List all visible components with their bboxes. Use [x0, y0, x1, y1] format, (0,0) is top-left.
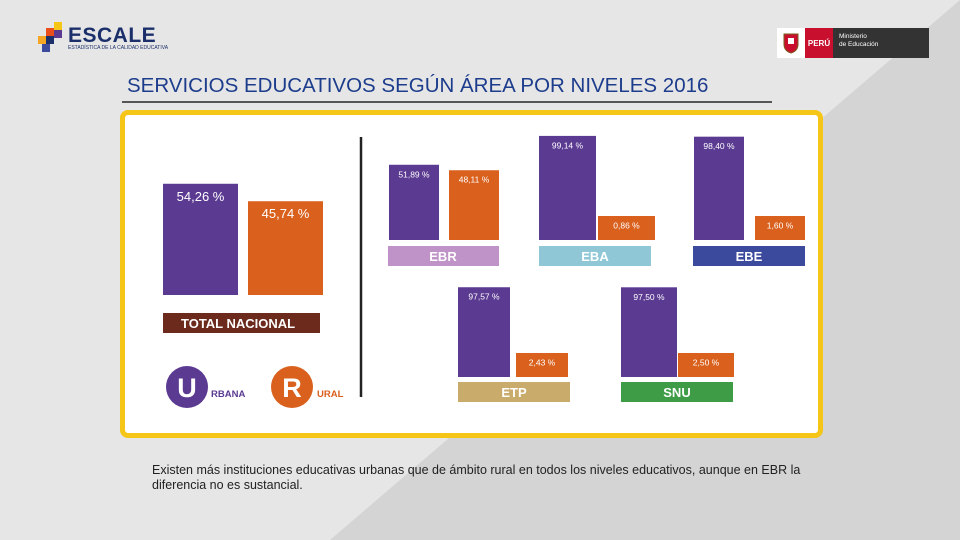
eba-bar-urbana — [539, 135, 596, 240]
total-nacional-bar-urbana — [163, 183, 238, 295]
eba-caption-label: EBA — [581, 249, 609, 264]
total-nacional-value-label-urbana: 54,26 % — [177, 189, 225, 204]
gov-country: PERÚ — [805, 28, 833, 58]
snu-caption-bar — [621, 382, 733, 402]
legend-urban-letter: U — [177, 373, 197, 403]
title-divider — [122, 101, 772, 103]
ebr-bar-rural — [449, 170, 499, 240]
etp-bar-rural — [516, 353, 568, 377]
total-nacional-bar-rural — [248, 201, 323, 295]
total-nacional-caption-label: TOTAL NACIONAL — [181, 316, 295, 331]
ebe-caption-bar — [693, 246, 805, 266]
ebr-value-label-urbana: 51,89 % — [398, 169, 430, 179]
ebe-bar-urbana — [694, 136, 744, 240]
gov-ministry: Ministerio de Educación — [833, 28, 929, 58]
legend-urban-marker — [166, 366, 208, 408]
snu-caption-label: SNU — [663, 385, 690, 400]
coat-of-arms-icon — [777, 28, 805, 58]
ministry-logo: PERÚ Ministerio de Educación — [777, 28, 929, 58]
logo-text: ESCALE — [68, 24, 157, 47]
eba-caption-bar — [539, 246, 651, 266]
legend-rural-marker — [271, 366, 313, 408]
gov-ministry-line2: de Educación — [839, 41, 879, 48]
etp-caption-label: ETP — [501, 385, 527, 400]
legend-rural-letter: R — [282, 373, 302, 403]
ebe-bar-rural — [755, 216, 805, 240]
gov-ministry-line1: Ministerio — [839, 33, 867, 40]
ebr-caption-bar — [388, 246, 499, 266]
total-nacional-value-label-rural: 45,74 % — [262, 206, 310, 221]
snu-bar-urbana — [621, 287, 677, 377]
etp-bar-urbana — [458, 287, 510, 377]
snu-value-label-urbana: 97,50 % — [633, 292, 665, 302]
ebe-caption-label: EBE — [736, 249, 763, 264]
etp-value-label-rural: 2,43 % — [529, 358, 556, 368]
snu-bar-rural — [678, 353, 734, 377]
page-title: SERVICIOS EDUCATIVOS SEGÚN ÁREA POR NIVE… — [127, 74, 709, 97]
eba-bar-rural — [598, 216, 655, 240]
ebr-caption-label: EBR — [429, 249, 457, 264]
snu-value-label-rural: 2,50 % — [693, 358, 720, 368]
escale-logo-icon — [38, 22, 62, 52]
caption-text: Existen más instituciones educativas urb… — [152, 463, 801, 492]
eba-value-label-urbana: 99,14 % — [552, 140, 584, 150]
legend-rural-label: URAL — [317, 389, 344, 400]
ebr-value-label-rural: 48,11 % — [459, 175, 490, 185]
etp-value-label-urbana: 97,57 % — [468, 292, 500, 302]
ebe-value-label-urbana: 98,40 % — [703, 141, 735, 151]
ebr-bar-urbana — [389, 164, 439, 240]
eba-value-label-rural: 0,86 % — [613, 221, 640, 231]
logo-subtext: ESTADÍSTICA DE LA CALIDAD EDUCATIVA — [68, 45, 169, 51]
total-nacional-caption-bar — [163, 313, 320, 333]
ebe-value-label-rural: 1,60 % — [767, 221, 794, 231]
etp-caption-bar — [458, 382, 570, 402]
legend-urban-label: RBANA — [211, 389, 245, 400]
